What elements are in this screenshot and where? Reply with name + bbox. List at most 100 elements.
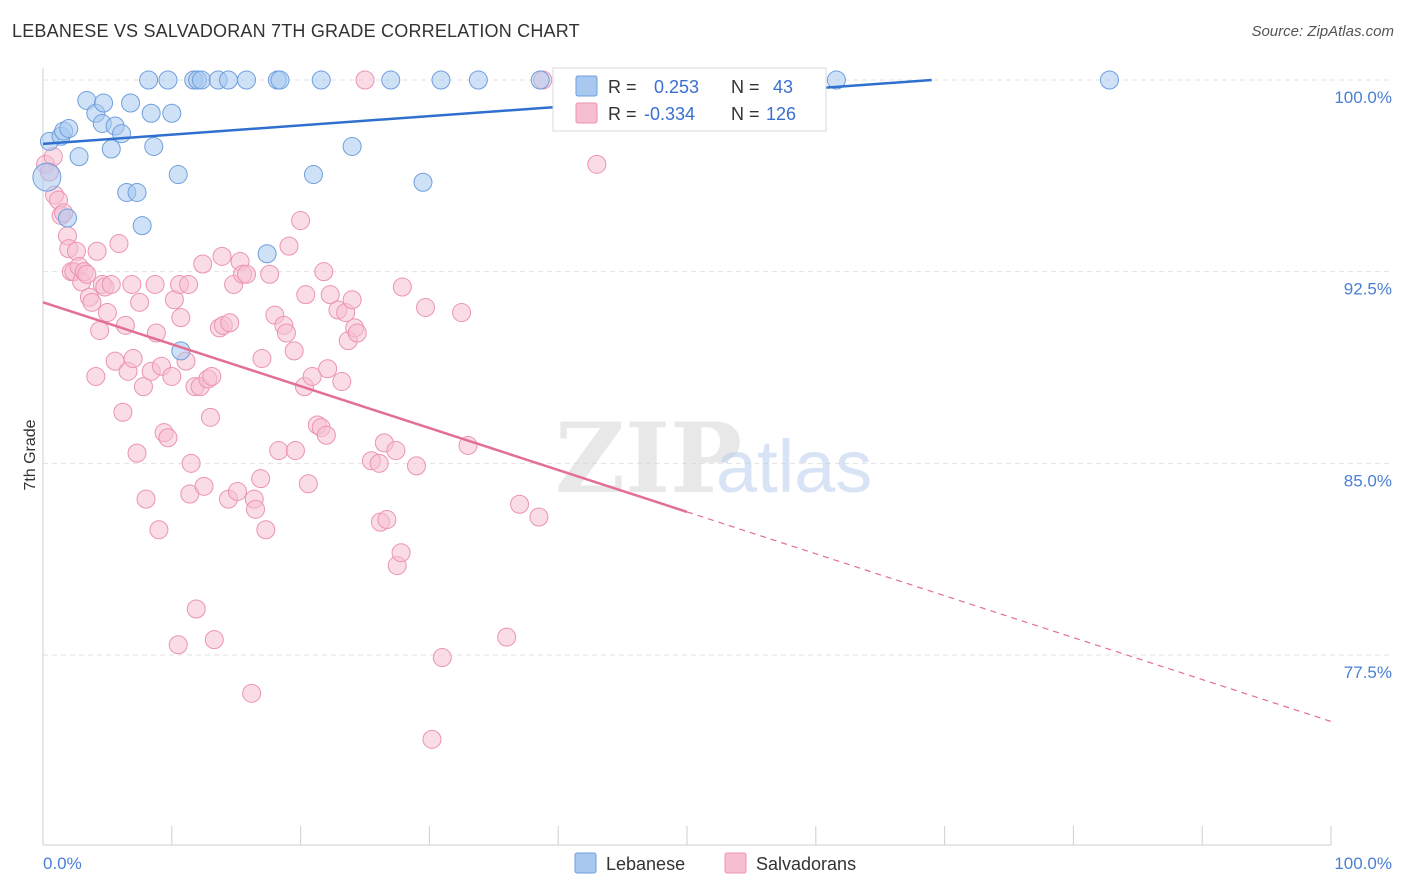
legend-label-salvadoran: Salvadorans <box>756 854 856 874</box>
salvadoran-point-53 <box>186 599 206 619</box>
salvadoran-trend-line-extension <box>686 511 1332 723</box>
lebanese-point-34 <box>342 136 362 156</box>
salvadoran-point-103 <box>355 70 375 90</box>
salvadoran-point-15 <box>77 264 97 284</box>
lebanese-point-5 <box>69 147 89 167</box>
stats-swatch-salvadoran <box>575 102 598 124</box>
salvadoran-point-94 <box>318 359 338 379</box>
lebanese-point-38 <box>468 70 488 90</box>
y-tick-label-1: 92.5% <box>1344 280 1392 299</box>
salvadoran-point-65 <box>220 313 240 333</box>
salvadoran-point-34 <box>133 377 153 397</box>
lebanese-point-16 <box>132 216 152 236</box>
salvadoran-point-100 <box>342 290 362 310</box>
salvadoran-point-60 <box>204 630 224 650</box>
salvadoran-point-39 <box>149 520 169 540</box>
watermark: ZIP atlas <box>555 402 872 515</box>
x-tick-label-min: 0.0% <box>43 854 82 873</box>
salvadoran-point-20 <box>90 320 110 340</box>
legend-swatch-lebanese <box>574 852 597 874</box>
salvadoran-point-112 <box>392 277 412 297</box>
trend-lines <box>42 78 1332 723</box>
lebanese-point-33 <box>311 70 331 90</box>
y-tick-label-2: 85.0% <box>1344 471 1392 490</box>
lebanese-point-12 <box>112 124 132 144</box>
salvadoran-point-24 <box>101 274 121 294</box>
salvadoran-point-115 <box>422 729 442 749</box>
salvadoran-point-74 <box>251 469 271 489</box>
salvadoran-point-93 <box>316 425 336 445</box>
salvadoran-point-114 <box>416 297 436 317</box>
y-axis-title: 7th Grade <box>22 419 39 490</box>
source-label: Source: ZipAtlas.com <box>1251 23 1394 40</box>
lebanese-point-28 <box>237 70 257 90</box>
lebanese-point-27 <box>218 70 238 90</box>
stats-r-lebanese: 0.253 <box>654 77 699 97</box>
salvadoran-point-79 <box>269 441 289 461</box>
lebanese-point-25 <box>191 70 211 90</box>
stats-n-salvadoran: 126 <box>766 104 796 124</box>
salvadoran-point-32 <box>127 443 147 463</box>
salvadoran-point-43 <box>162 366 182 386</box>
salvadoran-point-123 <box>587 154 607 174</box>
salvadoran-point-109 <box>386 441 406 461</box>
bottom-legend: Lebanese Salvadorans <box>574 852 856 874</box>
salvadoran-point-35 <box>136 489 156 509</box>
lebanese-point-42 <box>1099 70 1119 90</box>
salvadoran-point-88 <box>298 474 318 494</box>
salvadoran-point-76 <box>256 520 276 540</box>
stats-n-label-salvadoran: N = <box>731 104 760 124</box>
lebanese-point-19 <box>144 136 164 156</box>
salvadoran-point-59 <box>202 366 222 386</box>
salvadoran-point-120 <box>510 494 530 514</box>
salvadoran-point-121 <box>529 507 549 527</box>
salvadoran-point-51 <box>181 453 201 473</box>
lebanese-point-10 <box>101 139 121 159</box>
y-tick-label-3: 77.5% <box>1344 663 1392 682</box>
stats-r-label-lebanese: R = <box>608 77 637 97</box>
salvadoran-point-70 <box>237 264 257 284</box>
salvadoran-point-89 <box>302 366 322 386</box>
salvadoran-point-105 <box>369 453 389 473</box>
watermark-zip: ZIP <box>555 402 742 515</box>
stats-n-label-lebanese: N = <box>731 77 760 97</box>
lebanese-point-9 <box>94 93 114 113</box>
salvadoran-point-26 <box>109 234 129 254</box>
lebanese-point-36 <box>413 172 433 192</box>
salvadoran-point-95 <box>320 285 340 305</box>
legend-swatch-salvadoran <box>724 852 747 874</box>
salvadoran-point-33 <box>130 292 150 312</box>
lebanese-point-18 <box>141 103 161 123</box>
salvadoran-point-116 <box>432 648 452 668</box>
salvadoran-point-81 <box>276 323 296 343</box>
stats-box <box>552 67 827 132</box>
lebanese-point-29 <box>257 244 277 264</box>
lebanese-point-20 <box>158 70 178 90</box>
lebanese-point-32 <box>303 165 323 185</box>
lebanese-point-31 <box>270 70 290 90</box>
salvadoran-point-67 <box>227 481 247 501</box>
salvadoran-point-56 <box>194 476 214 496</box>
salvadoran-point-83 <box>284 341 304 361</box>
salvadoran-point-77 <box>260 264 280 284</box>
salvadoran-trend-line <box>42 301 688 514</box>
salvadoran-point-92 <box>314 262 334 282</box>
salvadoran-points <box>36 70 607 749</box>
salvadoran-point-85 <box>291 211 311 231</box>
y-tick-labels: 100.0% 92.5% 85.0% 77.5% <box>1334 88 1392 682</box>
lebanese-point-14 <box>121 93 141 113</box>
stats-n-lebanese: 43 <box>773 77 793 97</box>
salvadoran-point-18 <box>86 366 106 386</box>
salvadoran-point-82 <box>279 236 299 256</box>
stats-legend: R = 0.253 N = 43 R = -0.334 N = 126 <box>552 67 827 132</box>
salvadoran-point-55 <box>193 254 213 274</box>
chart-title: LEBANESE VS SALVADORAN 7TH GRADE CORRELA… <box>12 21 580 41</box>
axes <box>42 68 1332 846</box>
y-tick-label-0: 100.0% <box>1334 88 1392 107</box>
salvadoran-point-37 <box>145 274 165 294</box>
salvadoran-point-23 <box>97 303 117 323</box>
lebanese-point-37 <box>431 70 451 90</box>
salvadoran-point-119 <box>497 627 517 647</box>
salvadoran-point-58 <box>200 407 220 427</box>
salvadoran-point-45 <box>168 635 188 655</box>
